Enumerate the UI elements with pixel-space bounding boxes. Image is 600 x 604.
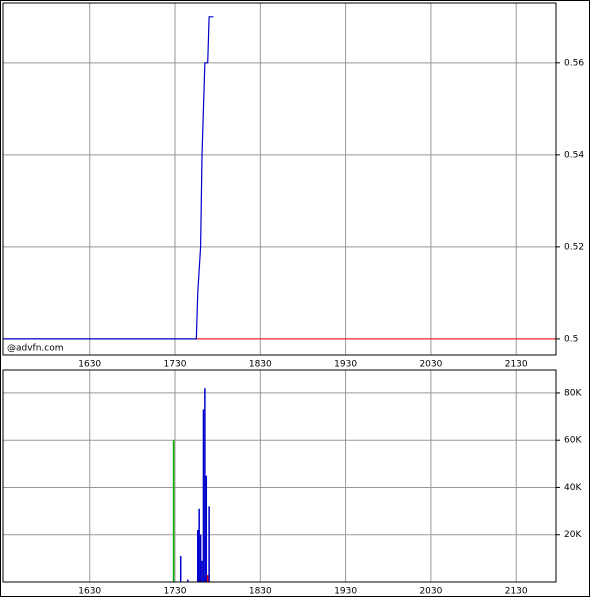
volume-bar bbox=[179, 556, 182, 582]
x-tick-label: 2130 bbox=[505, 587, 528, 597]
x-tick-label: 1830 bbox=[249, 360, 272, 370]
x-tick-label: 1930 bbox=[334, 360, 357, 370]
outer-frame bbox=[0, 0, 590, 597]
x-tick-label: 2130 bbox=[505, 360, 528, 370]
x-tick-label: 1830 bbox=[249, 587, 272, 597]
watermark: @advfn.com bbox=[7, 344, 64, 354]
volume-bar bbox=[208, 506, 210, 582]
x-tick-label: 1730 bbox=[164, 587, 187, 597]
y-tick-label: 80K bbox=[564, 388, 582, 398]
x-tick-label: 2030 bbox=[419, 587, 442, 597]
x-tick-label: 1730 bbox=[164, 360, 187, 370]
volume-bar bbox=[204, 388, 206, 582]
x-tick-label: 2030 bbox=[419, 360, 442, 370]
volume-bar bbox=[197, 530, 199, 582]
y-tick-label: 40K bbox=[564, 483, 582, 493]
volume-bar bbox=[201, 560, 203, 582]
x-tick-label: 1930 bbox=[334, 587, 357, 597]
plot-area bbox=[3, 3, 556, 355]
y-tick-label: 20K bbox=[564, 530, 582, 540]
volume-bar bbox=[172, 440, 175, 582]
volume-bar bbox=[187, 579, 189, 582]
y-tick-label: 0.54 bbox=[564, 150, 584, 160]
volume-bar bbox=[205, 475, 208, 582]
volume-bar bbox=[202, 409, 205, 582]
volume-bar bbox=[206, 574, 209, 582]
volume-bar bbox=[198, 508, 200, 582]
y-tick-label: 60K bbox=[564, 436, 582, 446]
y-tick-label: 0.56 bbox=[564, 58, 584, 68]
volume-bar bbox=[199, 534, 202, 582]
plot-frame bbox=[2, 2, 557, 356]
plot-frame bbox=[2, 369, 557, 583]
price-line bbox=[3, 16, 214, 340]
plot-area bbox=[3, 370, 556, 582]
y-tick-label: 0.52 bbox=[564, 242, 584, 252]
x-tick-label: 1630 bbox=[78, 360, 101, 370]
x-tick-label: 1630 bbox=[78, 587, 101, 597]
y-tick-label: 0.5 bbox=[564, 334, 578, 344]
